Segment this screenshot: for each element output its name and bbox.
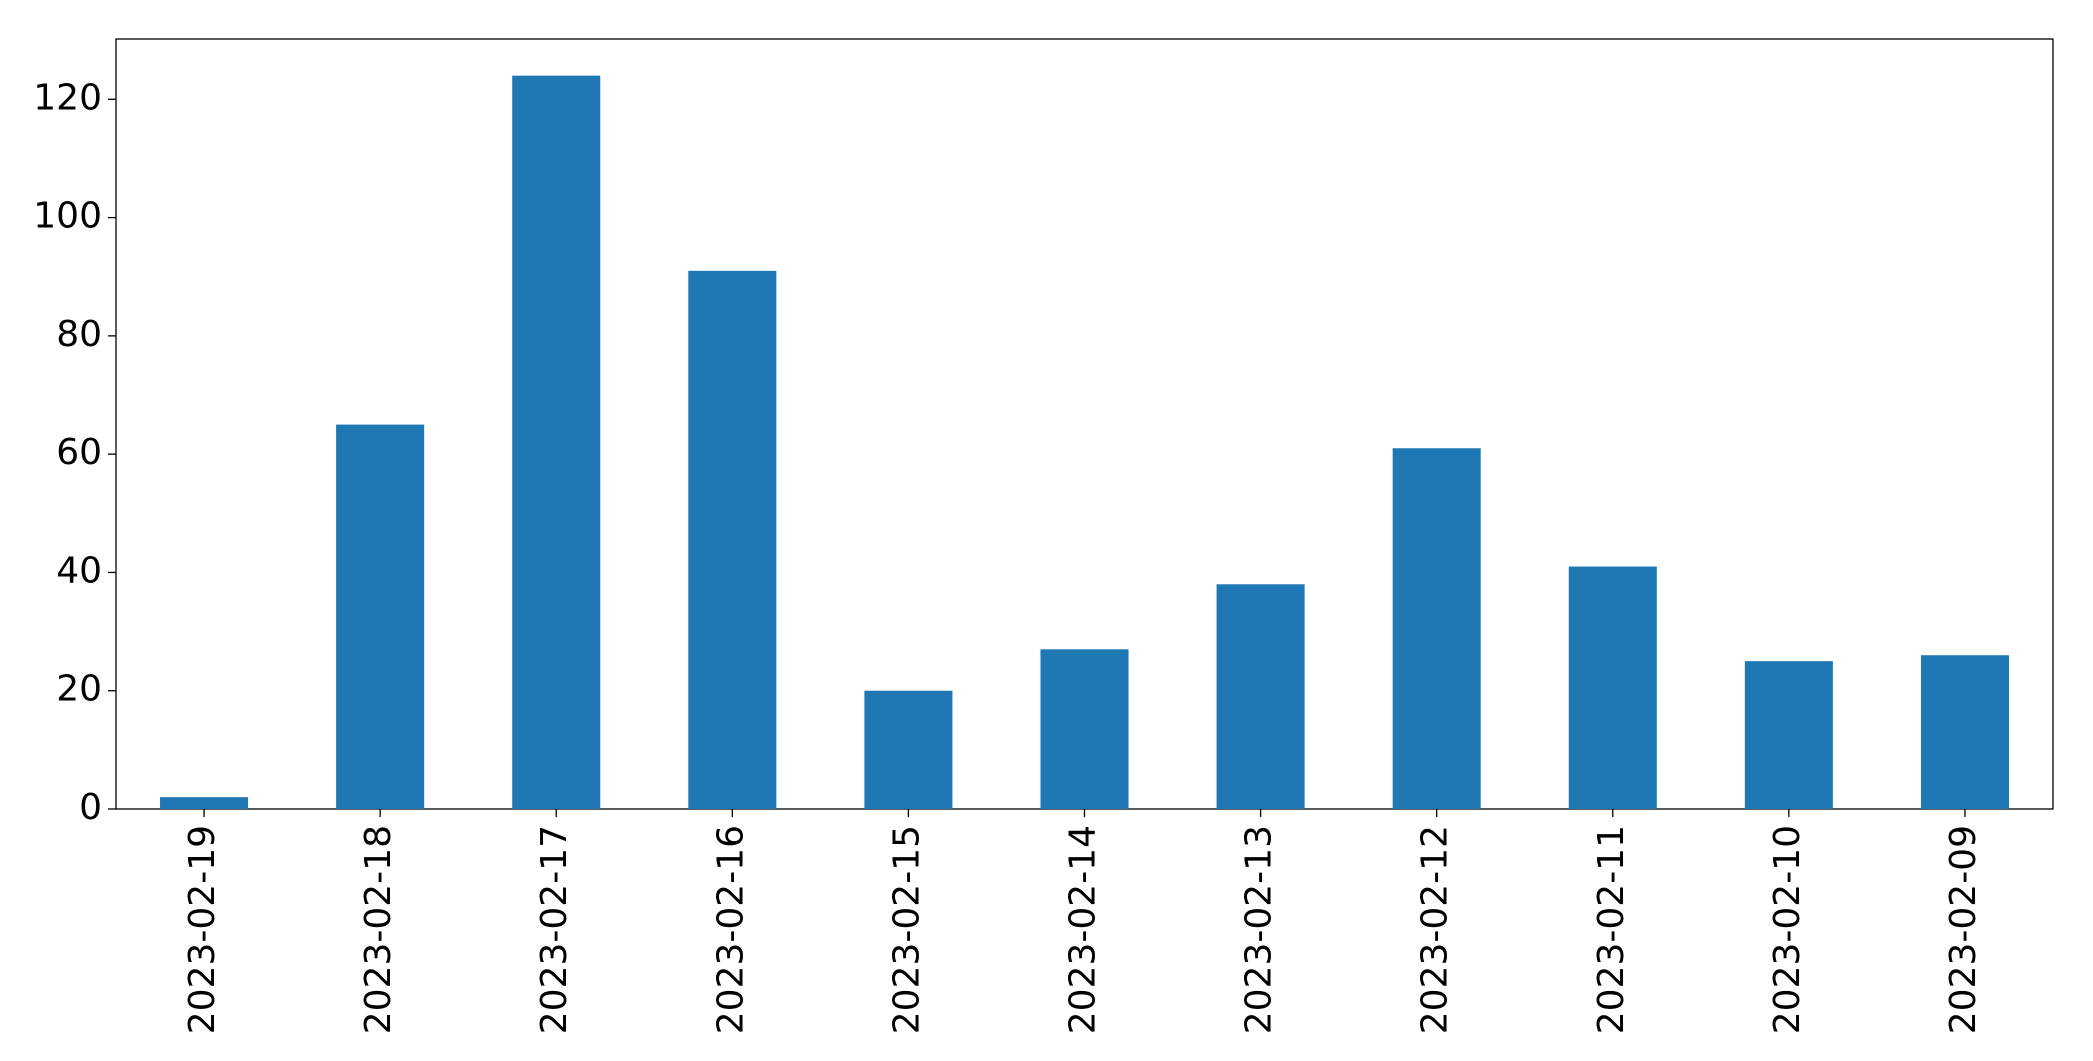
- x-tick-label: 2023-02-11: [1591, 825, 1632, 1034]
- y-tick-label: 120: [33, 77, 102, 118]
- bar: [688, 270, 777, 809]
- x-tick-label: 2023-02-10: [1767, 825, 1808, 1034]
- bar: [1216, 584, 1305, 809]
- y-tick-label: 80: [56, 314, 102, 355]
- y-tick-label: 60: [56, 432, 102, 473]
- bar: [1040, 649, 1129, 809]
- bar: [160, 797, 249, 809]
- x-tick-label: 2023-02-16: [710, 825, 751, 1034]
- bar: [1920, 655, 2009, 809]
- y-tick-label: 40: [56, 550, 102, 591]
- y-tick-label: 0: [79, 787, 102, 828]
- y-tick-label: 20: [56, 669, 102, 710]
- x-tick-label: 2023-02-19: [182, 825, 223, 1034]
- bar: [512, 75, 601, 809]
- bar: [336, 424, 425, 809]
- bar: [1568, 566, 1657, 809]
- x-tick-label: 2023-02-18: [358, 825, 399, 1034]
- x-tick-label: 2023-02-13: [1239, 825, 1280, 1034]
- bar: [1744, 661, 1833, 809]
- bar: [1392, 448, 1481, 809]
- x-tick-label: 2023-02-09: [1943, 825, 1984, 1034]
- x-tick-label: 2023-02-15: [886, 825, 927, 1034]
- x-tick-label: 2023-02-17: [534, 825, 575, 1034]
- y-tick-label: 100: [33, 196, 102, 237]
- x-tick-label: 2023-02-12: [1415, 825, 1456, 1034]
- x-tick-label: 2023-02-14: [1063, 825, 1104, 1034]
- bar: [864, 690, 953, 809]
